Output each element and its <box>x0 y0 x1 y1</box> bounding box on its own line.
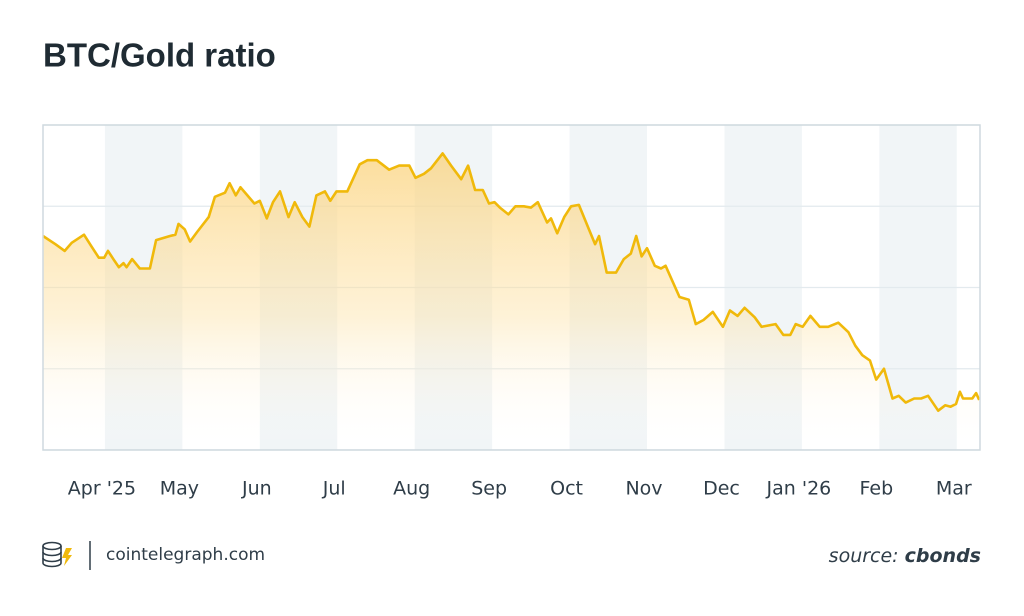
source-label: source: <box>829 545 899 567</box>
logo <box>42 541 72 568</box>
area-fill <box>43 153 980 450</box>
x-tick-label: Nov <box>625 478 662 500</box>
plot <box>42 152 981 450</box>
footer-source: source: cbonds <box>829 545 981 567</box>
footer-site: cointelegraph.com <box>106 545 265 565</box>
x-tick-label: Feb <box>860 478 894 500</box>
x-tick-label: Dec <box>703 478 740 500</box>
chart-title: BTC/Gold ratio <box>43 37 276 74</box>
plot-frame <box>42 124 981 451</box>
x-tick-label: May <box>160 478 199 500</box>
x-tick-label: Jul <box>322 478 346 500</box>
x-tick-label: Jun <box>241 478 272 500</box>
x-axis: Apr '25 May Jun Jul Aug Sep Oct Nov Dec Jan '26 Fe… <box>68 478 972 500</box>
source-name: cbonds <box>905 545 981 567</box>
line <box>42 152 981 412</box>
x-tick-label: Sep <box>471 478 507 500</box>
x-tick-label: Jan '26 <box>766 478 832 500</box>
x-tick-label: Mar <box>936 478 972 500</box>
x-tick-label: Apr '25 <box>68 478 136 500</box>
x-tick-label: Aug <box>393 478 430 500</box>
x-tick-label: Oct <box>550 478 583 500</box>
